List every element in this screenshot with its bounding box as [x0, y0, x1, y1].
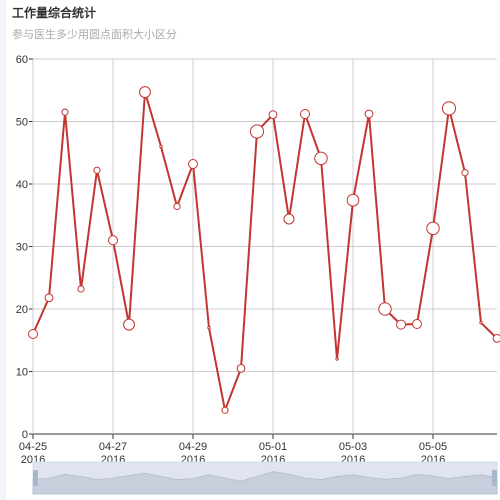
y-tick-label: 40 [16, 179, 28, 191]
data-point [378, 302, 392, 316]
data-point [236, 363, 246, 373]
data-point [139, 86, 151, 99]
y-tick-label: 50 [16, 117, 28, 129]
data-point [412, 319, 422, 329]
data-point [314, 151, 328, 166]
zoom-handle-end[interactable] [492, 470, 497, 486]
data-point [300, 109, 310, 119]
window-edge [0, 0, 6, 500]
data-point [283, 213, 295, 225]
data-point [123, 318, 135, 331]
y-tick-label: 20 [16, 304, 28, 316]
series-line [32, 91, 498, 412]
data-point [108, 235, 118, 246]
data-point [61, 108, 69, 116]
data-point [364, 109, 374, 119]
x-tick-label-date: 04-25 [19, 441, 47, 453]
x-tick-label-date: 04-27 [99, 441, 127, 453]
y-tick-label: 0 [22, 429, 28, 441]
data-point [396, 319, 406, 330]
zoom-handle-start[interactable] [33, 470, 38, 486]
data-point [159, 144, 163, 149]
data-point [492, 333, 500, 343]
x-tick-label-date: 04-29 [179, 441, 207, 453]
data-point [77, 285, 85, 293]
chart-title: 工作量综合统计 [12, 6, 97, 20]
data-point [188, 159, 198, 169]
y-tick-label: 30 [16, 242, 28, 254]
data-point [335, 357, 339, 361]
data-point [173, 202, 181, 211]
data-point [268, 110, 278, 120]
data-point [441, 101, 457, 116]
zoom-preview-area [32, 471, 498, 495]
y-tick-label: 10 [16, 367, 28, 379]
data-point [28, 329, 38, 339]
data-point [346, 193, 360, 207]
y-tick-label: 60 [16, 54, 28, 66]
data-point [44, 293, 54, 303]
x-tick-label-date: 05-01 [259, 441, 287, 453]
data-point [93, 166, 101, 174]
data-point [249, 124, 265, 139]
data-point [207, 326, 211, 330]
data-point [426, 221, 440, 236]
x-tick-label-date: 05-03 [339, 441, 367, 453]
data-point [221, 406, 229, 414]
data-point [461, 169, 469, 177]
x-tick-label-date: 05-05 [419, 441, 447, 453]
chart-subtitle: 参与医生多少用圆点面积大小区分 [12, 29, 177, 41]
data-point [479, 321, 483, 325]
